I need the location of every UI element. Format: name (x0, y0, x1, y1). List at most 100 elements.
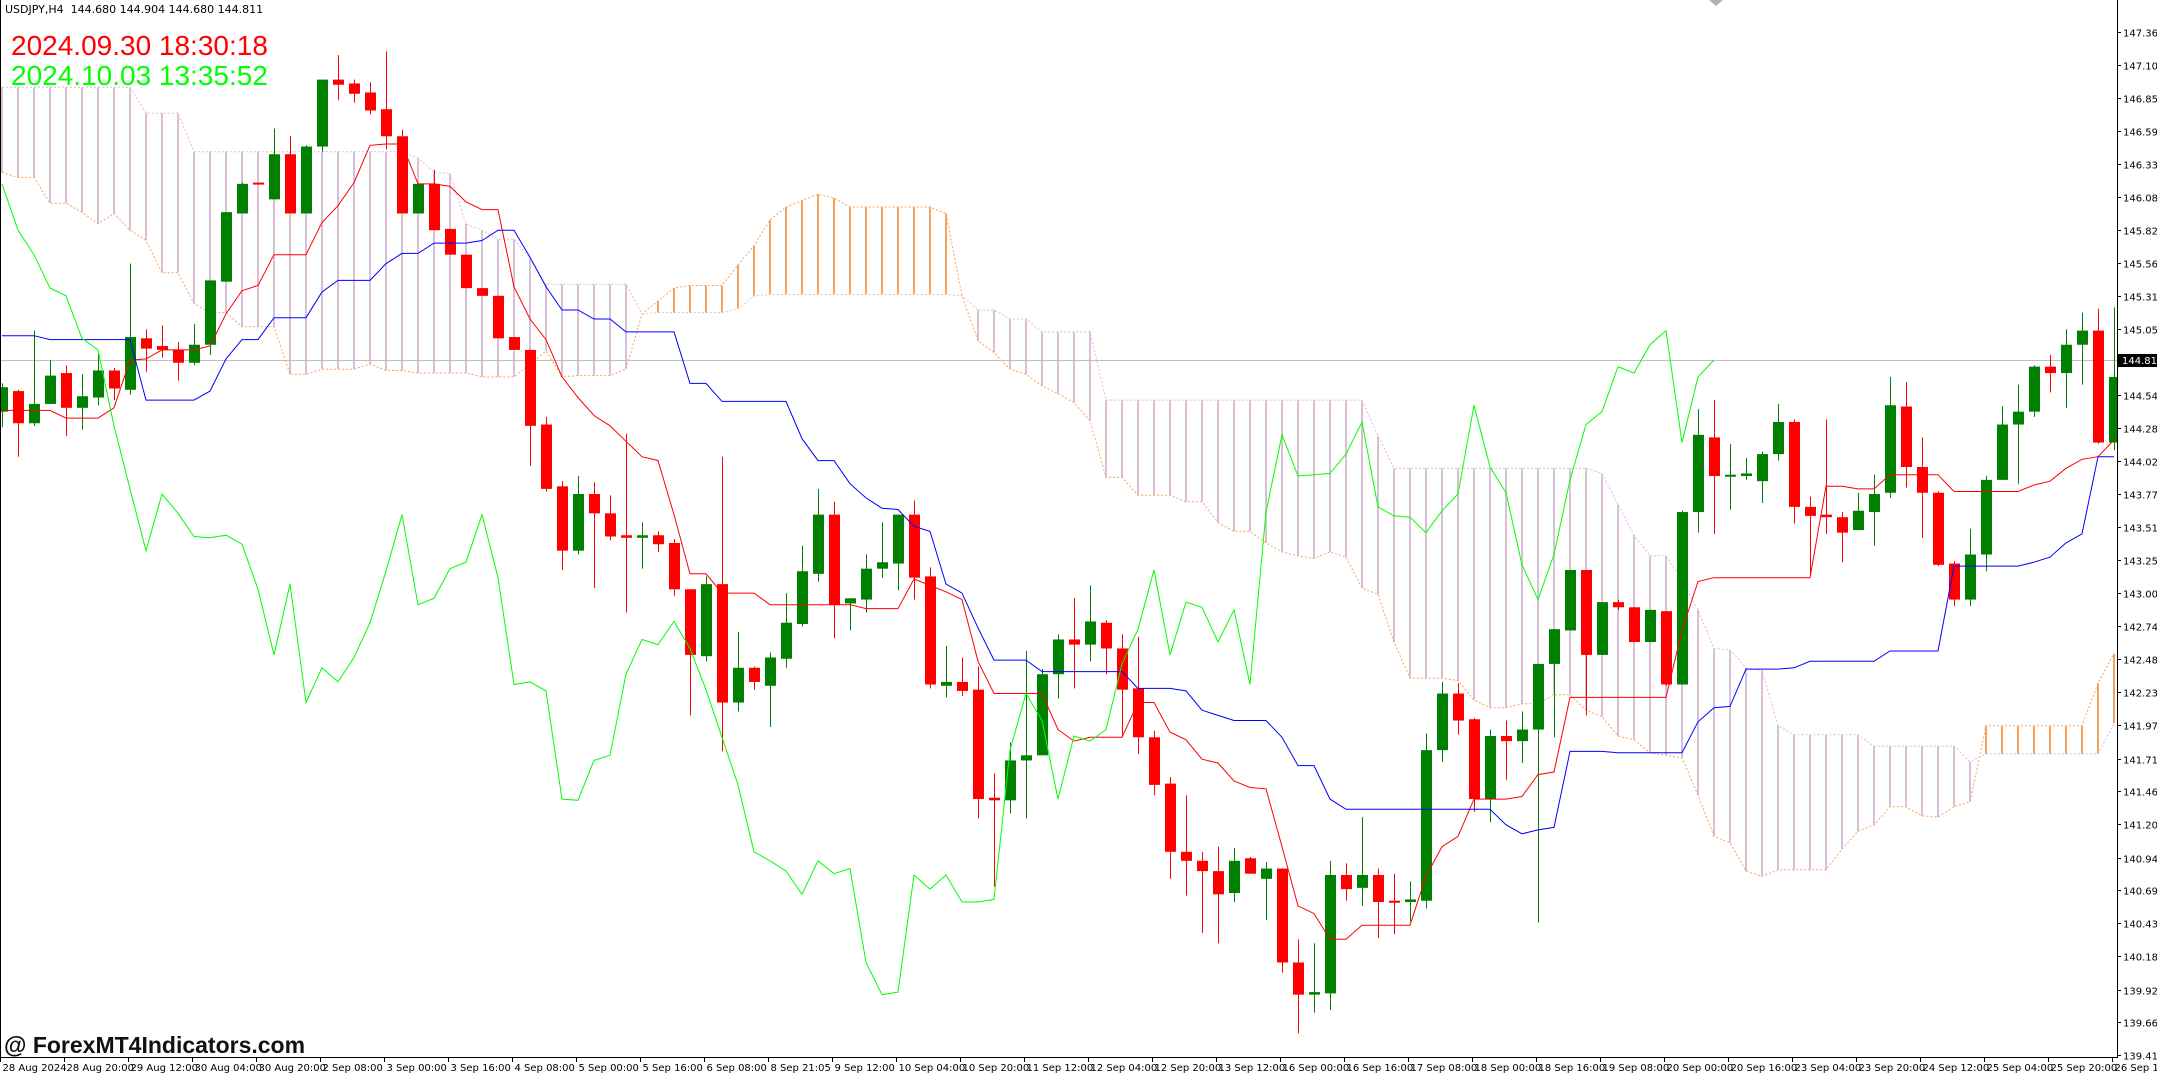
time-tick-label: 9 Sep 12:00 (835, 1063, 895, 1074)
candle (397, 129, 408, 214)
price-tick-label: 147.360 (2123, 29, 2157, 40)
candle (93, 353, 104, 406)
time-tick-label: 25 Sep 04:00 (1987, 1063, 2054, 1074)
senkou-span-lines (1, 86, 2115, 877)
candle-body (125, 337, 136, 390)
candle-body (1229, 860, 1240, 894)
candle (861, 554, 872, 613)
time-tick-label: 11 Sep 12:00 (1027, 1063, 1094, 1074)
price-tick-label: 141.975 (2123, 722, 2157, 733)
current-price-label: 144.811 (2122, 356, 2157, 367)
price-tick-label: 143.770 (2123, 491, 2157, 502)
candle-body (1789, 421, 1800, 507)
candle-body (1245, 858, 1256, 874)
candle-body (1981, 479, 1992, 555)
candle-body (205, 280, 216, 345)
candle-body (461, 254, 472, 289)
candle-body (573, 494, 584, 551)
candle-body (45, 375, 56, 404)
candle-body (1021, 755, 1032, 761)
candle (829, 501, 840, 639)
candle (1149, 730, 1160, 796)
candle (1085, 585, 1096, 662)
candle-body (317, 79, 328, 147)
candle-body (1421, 750, 1432, 901)
candle-body (813, 514, 824, 574)
candle-body (1005, 760, 1016, 801)
candle-body (173, 349, 184, 363)
candle-body (1837, 517, 1848, 533)
candle (1581, 569, 1592, 716)
candle (1533, 663, 1544, 923)
candle (1309, 943, 1320, 1013)
candle-body (1117, 648, 1128, 690)
candle-body (1261, 868, 1272, 879)
candle-body (733, 667, 744, 703)
candle (1677, 510, 1688, 685)
time-tick-label: 10 Sep 04:00 (899, 1063, 966, 1074)
candle (765, 652, 776, 727)
candle-body (781, 622, 792, 659)
candle-body (1149, 737, 1160, 785)
candle-body (1053, 639, 1064, 675)
candle (1325, 860, 1336, 1011)
time-tick-label: 30 Aug 20:00 (259, 1063, 326, 1074)
candle-body (237, 183, 248, 214)
candle-body (1965, 554, 1976, 600)
time-tick-label: 28 Aug 20:00 (67, 1063, 134, 1074)
time-tick-label: 12 Sep 20:00 (1155, 1063, 1222, 1074)
candle-body (1101, 622, 1112, 649)
candle (381, 51, 392, 150)
candle (1949, 560, 1960, 607)
candle-body (1437, 693, 1448, 751)
candle (237, 182, 248, 214)
candle (1997, 406, 2008, 480)
candle-body (637, 535, 648, 538)
price-tick-label: 139.665 (2123, 1019, 2157, 1030)
candle (637, 522, 648, 569)
candle (109, 367, 120, 401)
candle-body (557, 486, 568, 551)
price-tick-label: 145.050 (2123, 326, 2157, 337)
time-tick-label: 3 Sep 00:00 (387, 1063, 447, 1074)
candle-body (525, 349, 536, 426)
candle (1565, 569, 1576, 631)
candle (317, 79, 328, 152)
price-tick-label: 139.410 (2123, 1052, 2157, 1063)
candle (205, 280, 216, 356)
candle (1181, 795, 1192, 896)
candle-body (1693, 434, 1704, 513)
candle-body (141, 338, 152, 349)
candle-body (1469, 719, 1480, 800)
time-tick-label: 25 Sep 20:00 (2051, 1063, 2118, 1074)
chart-shift-marker-icon[interactable] (1709, 0, 1723, 6)
candle (1885, 376, 1896, 498)
candle-body (941, 681, 952, 686)
candle (13, 389, 24, 457)
candle-body (1037, 674, 1048, 756)
candle (1341, 863, 1352, 901)
candle-body (1405, 899, 1416, 903)
candle (413, 183, 424, 214)
candle-body (1325, 874, 1336, 994)
candle-body (1645, 609, 1656, 643)
candle-body (861, 568, 872, 600)
candle (141, 329, 152, 372)
candle-body (1277, 868, 1288, 963)
candle (1549, 629, 1560, 738)
candle (269, 128, 280, 200)
candle-body (1997, 424, 2008, 480)
price-tick-label: 142.230 (2123, 689, 2157, 700)
price-axis[interactable]: 147.360 147.105 146.850 146.590 146.335 146.0… (2117, 29, 2157, 1063)
local-time-label: 2024.10.03 13:35:52 (11, 60, 268, 91)
candle-body (157, 346, 168, 350)
price-tick-label: 146.080 (2123, 194, 2157, 205)
candle (1373, 868, 1384, 939)
candle (1389, 873, 1400, 935)
candle-body (845, 598, 856, 604)
time-tick-label: 26 Sep 12:00 (2115, 1063, 2157, 1074)
candle (429, 169, 440, 231)
candle-body (605, 513, 616, 537)
